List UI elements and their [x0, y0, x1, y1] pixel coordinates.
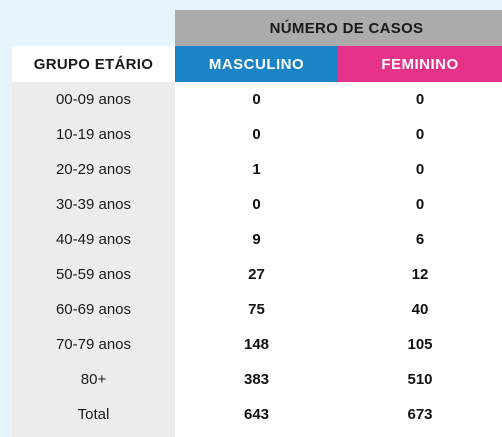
- table-row: 60-69 anos 75 40: [12, 292, 502, 327]
- female-count-cell: 105: [407, 336, 433, 353]
- male-count-cell: 643: [243, 406, 270, 423]
- age-group-cell: 40-49 anos: [55, 231, 132, 248]
- age-group-cell: 80+: [80, 371, 107, 388]
- table-row: 10-19 anos 0 0: [12, 117, 502, 152]
- male-count-cell: 27: [248, 266, 265, 283]
- female-count-cell: 673: [407, 406, 433, 423]
- table-row: 00-09 anos 0 0: [12, 82, 502, 117]
- female-count-cell: 0: [415, 126, 425, 143]
- male-count-cell: 148: [243, 336, 270, 353]
- age-group-cell: 50-59 anos: [55, 266, 132, 283]
- age-group-cell: 60-69 anos: [55, 301, 132, 318]
- table-row: 50-59 anos 27 12: [12, 257, 502, 292]
- cases-count-header: NÚMERO DE CASOS: [175, 10, 502, 46]
- cases-table: NÚMERO DE CASOS GRUPO ETÁRIO MASCULINO F…: [12, 10, 502, 437]
- table-row: 70-79 anos 148 105: [12, 327, 502, 362]
- table-row: 30-39 anos 0 0: [12, 187, 502, 222]
- age-group-cell: 10-19 anos: [55, 126, 132, 143]
- age-group-cell: 20-29 anos: [55, 161, 132, 178]
- male-count-cell: 383: [243, 371, 270, 388]
- age-column-background: [12, 82, 175, 437]
- male-count-cell: 9: [252, 231, 261, 248]
- cases-count-header-label: NÚMERO DE CASOS: [269, 19, 424, 37]
- age-group-header: GRUPO ETÁRIO: [12, 46, 175, 82]
- age-group-cell: 30-39 anos: [55, 196, 132, 213]
- female-count-cell: 40: [411, 301, 429, 318]
- female-count-cell: 510: [407, 371, 433, 388]
- female-count-cell: 0: [415, 91, 425, 108]
- male-count-cell: 0: [252, 126, 261, 143]
- table-row: 80+ 383 510: [12, 362, 502, 397]
- table-row-total: Total 643 673: [12, 397, 502, 432]
- male-count-cell: 1: [252, 161, 261, 178]
- age-group-cell: Total: [77, 406, 110, 423]
- age-group-cell: 70-79 anos: [55, 336, 132, 353]
- female-count-cell: 6: [415, 231, 425, 248]
- female-count-cell: 0: [415, 161, 425, 178]
- age-group-cell: 00-09 anos: [55, 91, 132, 108]
- male-header: MASCULINO: [175, 46, 338, 82]
- table-row: 40-49 anos 9 6: [12, 222, 502, 257]
- female-header: FEMININO: [338, 46, 502, 82]
- male-count-cell: 0: [252, 91, 261, 108]
- table-row: 20-29 anos 1 0: [12, 152, 502, 187]
- male-count-cell: 0: [252, 196, 261, 213]
- female-count-cell: 0: [415, 196, 425, 213]
- male-count-cell: 75: [248, 301, 265, 318]
- female-count-cell: 12: [411, 266, 429, 283]
